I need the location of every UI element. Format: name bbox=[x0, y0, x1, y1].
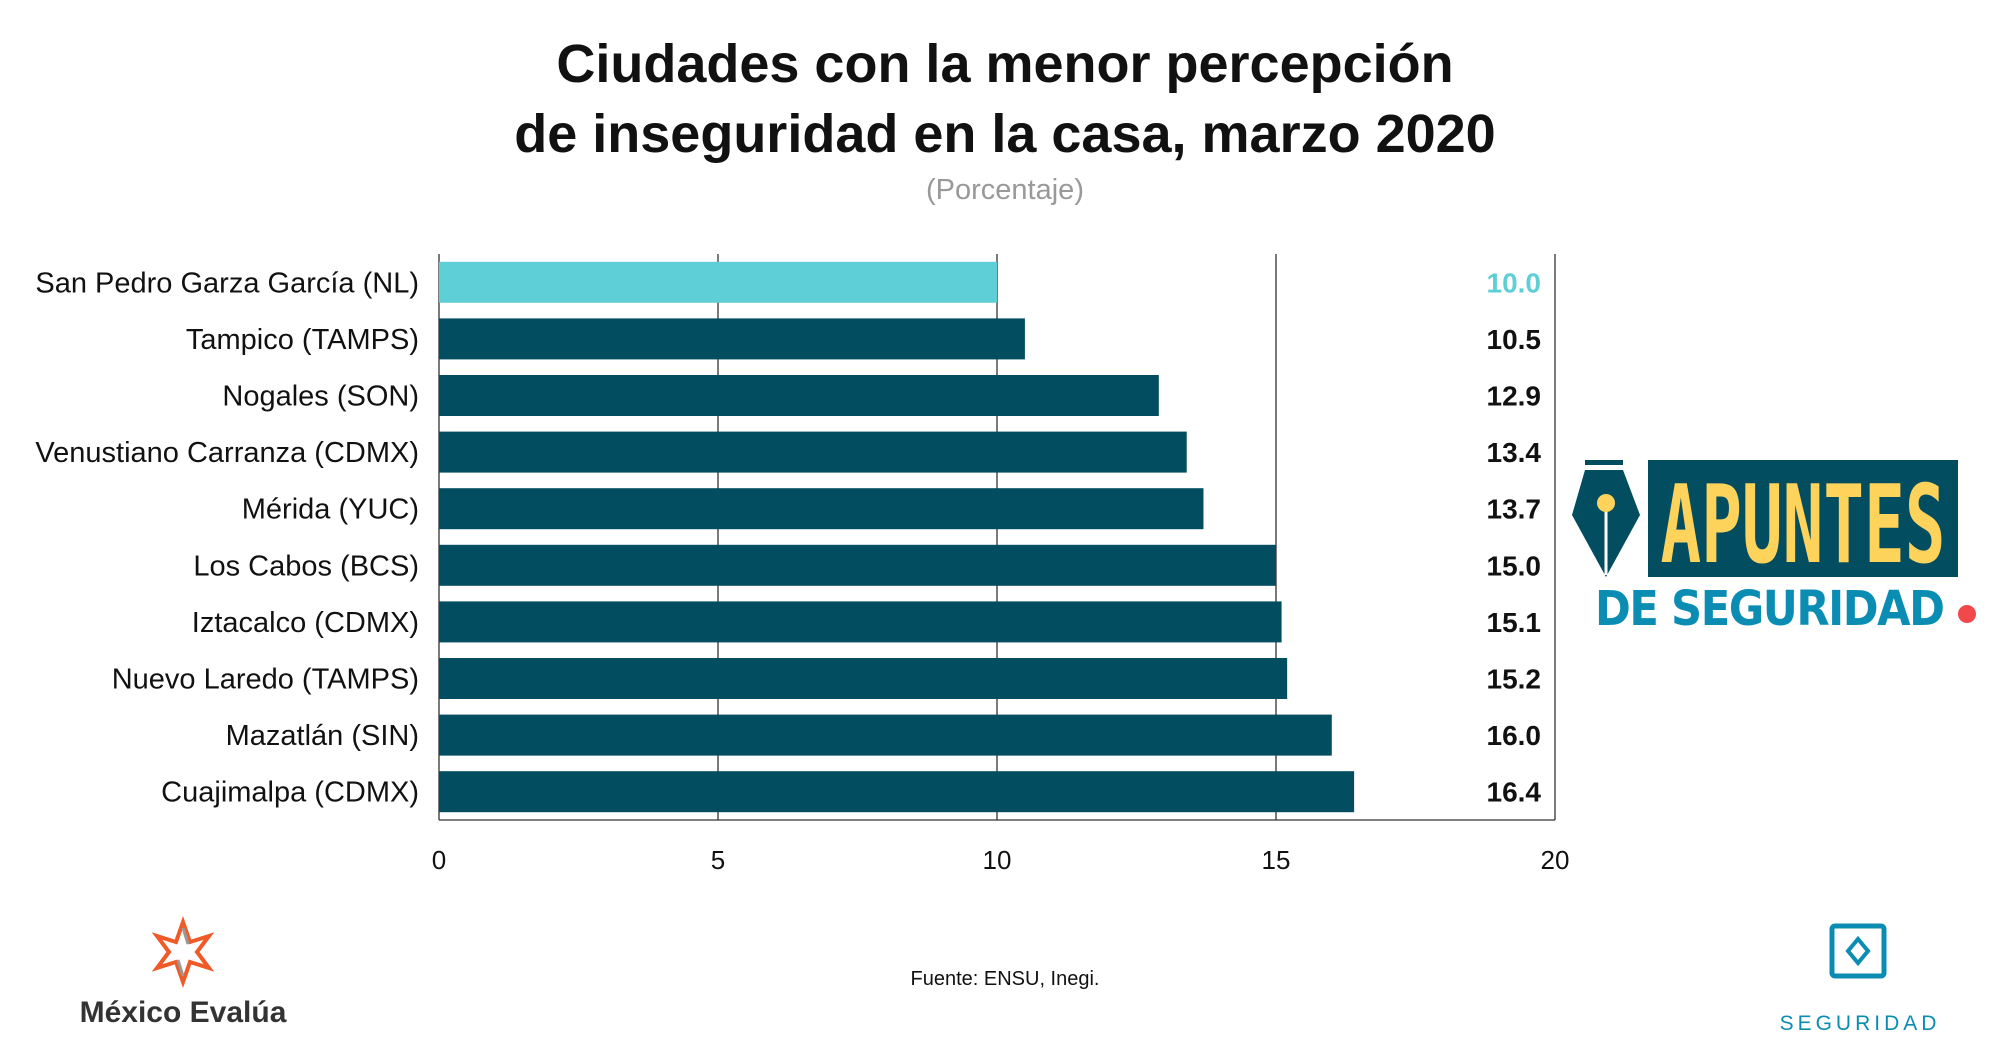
bar bbox=[439, 601, 1282, 643]
value-label: 15.1 bbox=[1487, 607, 1542, 638]
bar bbox=[439, 261, 997, 303]
apuntes-de-seguridad-logo: APUNTES DE SEGURIDAD bbox=[1572, 460, 1976, 637]
chart-subtitle: (Porcentaje) bbox=[926, 174, 1084, 206]
bar bbox=[439, 658, 1288, 699]
bar bbox=[439, 431, 1187, 473]
bar bbox=[439, 714, 1332, 756]
value-label: 16.4 bbox=[1487, 777, 1542, 808]
value-label: 15.0 bbox=[1487, 550, 1542, 581]
x-tick-label: 15 bbox=[1262, 845, 1291, 875]
diamond-icon bbox=[1845, 935, 1871, 967]
x-tick-label: 5 bbox=[711, 845, 725, 875]
category-label: Cuajimalpa (CDMX) bbox=[161, 777, 419, 809]
category-label: Iztacalco (CDMX) bbox=[192, 607, 419, 639]
mexico-evalua-logo: México Evalúa bbox=[80, 915, 287, 1029]
value-label: 13.4 bbox=[1487, 437, 1542, 468]
x-tick-label: 0 bbox=[432, 845, 446, 875]
bar bbox=[439, 375, 1159, 416]
seguridad-logo: SEGURIDAD bbox=[1780, 923, 1941, 1035]
value-label: 15.2 bbox=[1487, 664, 1542, 695]
star-icon bbox=[151, 915, 215, 989]
value-label: 13.7 bbox=[1487, 494, 1542, 525]
de-seguridad-text: DE SEGURIDAD bbox=[1595, 581, 1945, 637]
category-label: Mérida (YUC) bbox=[242, 494, 419, 526]
category-label: Los Cabos (BCS) bbox=[193, 550, 419, 582]
category-label: Venustiano Carranza (CDMX) bbox=[35, 437, 419, 469]
bar bbox=[439, 488, 1204, 530]
x-tick-label: 10 bbox=[983, 845, 1012, 875]
value-label: 10.0 bbox=[1487, 267, 1542, 298]
category-label: Mazatlán (SIN) bbox=[226, 720, 419, 752]
bar bbox=[439, 318, 1025, 360]
category-label: Nuevo Laredo (TAMPS) bbox=[112, 664, 419, 696]
value-label: 16.0 bbox=[1487, 720, 1542, 751]
value-label: 10.5 bbox=[1487, 324, 1542, 355]
category-label: San Pedro Garza García (NL) bbox=[35, 267, 419, 299]
category-label: Nogales (SON) bbox=[222, 381, 419, 413]
category-label: Tampico (TAMPS) bbox=[186, 324, 419, 356]
x-tick-label: 20 bbox=[1541, 845, 1570, 875]
seguridad-text: SEGURIDAD bbox=[1780, 1012, 1941, 1035]
chart-title-line-1: Ciudades con la menor percepción bbox=[556, 34, 1453, 94]
bar bbox=[439, 771, 1355, 813]
mexico-evalua-text: México Evalúa bbox=[80, 996, 287, 1029]
bar bbox=[439, 544, 1276, 586]
chart-title-line-2: de inseguridad en la casa, marzo 2020 bbox=[514, 104, 1495, 164]
source-note: Fuente: ENSU, Inegi. bbox=[911, 968, 1100, 990]
apuntes-text: APUNTES bbox=[1661, 463, 1946, 588]
value-label: 12.9 bbox=[1487, 381, 1542, 412]
